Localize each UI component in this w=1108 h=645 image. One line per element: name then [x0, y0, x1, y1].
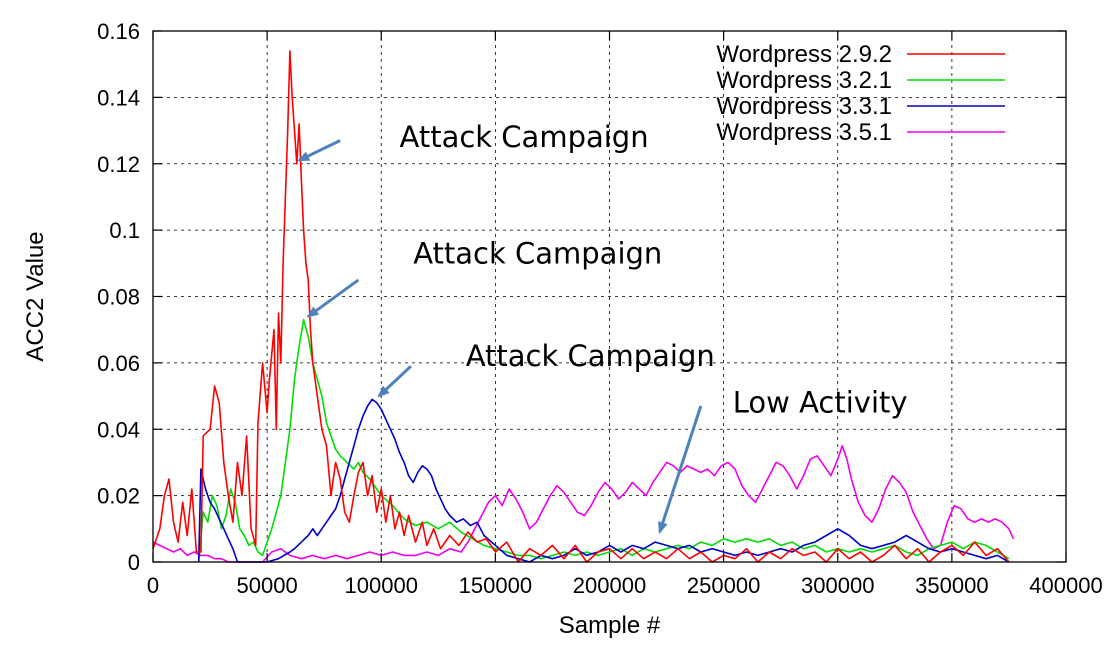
y-tick-label: 0 [128, 550, 140, 575]
y-tick-label: 0.02 [97, 484, 140, 509]
annotation-label: Attack Campaign [400, 120, 649, 154]
y-tick-label: 0.14 [97, 85, 140, 110]
legend-label: Wordpress 3.5.1 [716, 119, 892, 146]
legend-label: Wordpress 2.9.2 [716, 41, 892, 68]
annotation-arrow [306, 278, 360, 318]
x-axis-title: Sample # [559, 612, 661, 639]
x-tick-label: 150000 [459, 573, 532, 598]
annotation-arrow [658, 405, 703, 535]
x-tick-label: 100000 [345, 573, 418, 598]
y-tick-label: 0.08 [97, 285, 140, 310]
x-tick-label: 400000 [1029, 573, 1102, 598]
y-tick-label: 0.1 [109, 218, 140, 243]
x-tick-label: 350000 [915, 573, 988, 598]
annotation-arrow [377, 365, 412, 398]
x-tick-label: 250000 [687, 573, 760, 598]
plot-series [152, 50, 1015, 563]
annotation-label: Low Activity [733, 386, 908, 420]
legend-label: Wordpress 3.3.1 [716, 93, 892, 120]
y-tick-label: 0.06 [97, 351, 140, 376]
y-tick-label: 0.16 [97, 19, 140, 44]
series-line-4 [152, 445, 1015, 563]
legend-label: Wordpress 3.2.1 [716, 67, 892, 94]
y-tick-label: 0.12 [97, 152, 140, 177]
y-axis-title: ACC2 Value [22, 231, 49, 361]
y-tick-label: 0.04 [97, 417, 140, 442]
annotations: Attack Campaign Attack Campaign Attack Cam… [297, 120, 908, 535]
annotation-label: Attack Campaign [466, 339, 715, 373]
grid [153, 31, 1066, 562]
series-line-3 [197, 398, 1010, 563]
axis-ticks: 0 50000 100000 150000 200000 250000 300000 3500… [97, 19, 1103, 598]
annotation-label: Attack Campaign [413, 236, 662, 270]
x-tick-label: 0 [147, 573, 159, 598]
x-tick-label: 300000 [801, 573, 874, 598]
x-tick-label: 200000 [573, 573, 646, 598]
series-line-1 [152, 50, 1010, 563]
annotation-arrow [297, 139, 341, 162]
x-tick-label: 50000 [237, 573, 298, 598]
